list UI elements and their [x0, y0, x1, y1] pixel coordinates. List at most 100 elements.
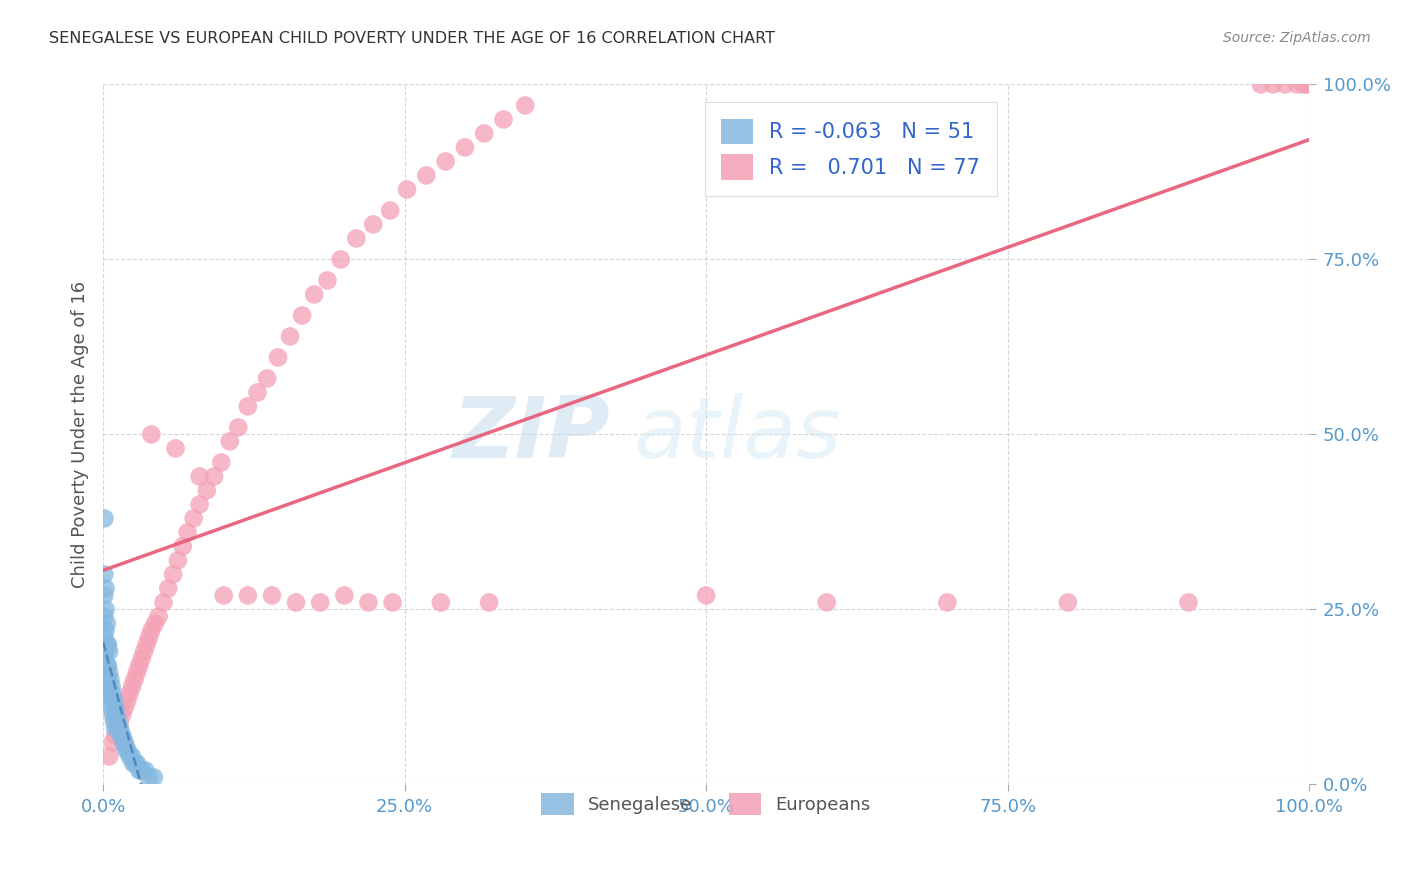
Point: [94, 624, 117, 638]
Point: [212, 589, 235, 603]
Point: [246, 385, 269, 400]
Point: [361, 218, 384, 232]
Point: [93, 511, 115, 525]
Point: [492, 112, 515, 127]
Point: [104, 722, 127, 736]
Point: [226, 420, 249, 434]
Point: [93, 567, 115, 582]
Point: [112, 735, 135, 749]
Point: [141, 624, 163, 638]
Point: [111, 707, 134, 722]
Point: [108, 714, 131, 729]
Point: [1295, 78, 1317, 92]
Point: [454, 140, 477, 154]
Point: [125, 665, 148, 680]
Point: [142, 771, 165, 785]
Point: [472, 127, 495, 141]
Point: [1292, 78, 1315, 92]
Point: [128, 764, 150, 778]
Point: [125, 756, 148, 771]
Point: [434, 154, 457, 169]
Point: [695, 589, 717, 603]
Point: [96, 658, 118, 673]
Point: [936, 595, 959, 609]
Point: [124, 673, 146, 687]
Point: [94, 602, 117, 616]
Point: [101, 707, 124, 722]
Point: [1286, 78, 1309, 92]
Point: [93, 589, 115, 603]
Point: [176, 525, 198, 540]
Point: [97, 658, 120, 673]
Point: [101, 735, 124, 749]
Point: [94, 665, 117, 680]
Point: [134, 764, 156, 778]
Point: [333, 589, 356, 603]
Point: [110, 728, 132, 742]
Text: atlas: atlas: [634, 393, 842, 476]
Point: [236, 400, 259, 414]
Point: [316, 273, 339, 287]
Point: [143, 616, 166, 631]
Point: [1298, 78, 1320, 92]
Point: [188, 498, 211, 512]
Point: [96, 673, 118, 687]
Point: [236, 589, 259, 603]
Point: [96, 637, 118, 651]
Point: [94, 644, 117, 658]
Point: [172, 540, 194, 554]
Point: [131, 651, 153, 665]
Text: ZIP: ZIP: [451, 393, 610, 476]
Point: [100, 700, 122, 714]
Text: SENEGALESE VS EUROPEAN CHILD POVERTY UNDER THE AGE OF 16 CORRELATION CHART: SENEGALESE VS EUROPEAN CHILD POVERTY UND…: [49, 31, 775, 46]
Point: [103, 693, 125, 707]
Point: [94, 582, 117, 596]
Point: [114, 735, 136, 749]
Point: [111, 728, 134, 742]
Point: [108, 722, 131, 736]
Point: [202, 469, 225, 483]
Point: [329, 252, 352, 267]
Point: [128, 658, 150, 673]
Point: [478, 595, 501, 609]
Point: [135, 637, 157, 651]
Point: [183, 511, 205, 525]
Point: [105, 707, 128, 722]
Point: [98, 644, 121, 658]
Point: [815, 595, 838, 609]
Point: [278, 329, 301, 343]
Point: [125, 756, 148, 771]
Point: [93, 609, 115, 624]
Point: [267, 351, 290, 365]
Point: [98, 673, 121, 687]
Point: [415, 169, 437, 183]
Point: [309, 595, 332, 609]
Point: [107, 722, 129, 736]
Point: [218, 434, 240, 449]
Point: [103, 714, 125, 729]
Point: [1261, 78, 1284, 92]
Point: [1057, 595, 1080, 609]
Point: [117, 742, 139, 756]
Point: [96, 616, 118, 631]
Point: [121, 680, 143, 694]
Point: [97, 680, 120, 694]
Point: [118, 749, 141, 764]
Point: [117, 693, 139, 707]
Point: [101, 686, 124, 700]
Point: [357, 595, 380, 609]
Point: [122, 756, 145, 771]
Legend: Senegalese, Europeans: Senegalese, Europeans: [533, 784, 880, 824]
Y-axis label: Child Poverty Under the Age of 16: Child Poverty Under the Age of 16: [72, 281, 89, 588]
Point: [118, 686, 141, 700]
Point: [152, 595, 174, 609]
Point: [121, 749, 143, 764]
Point: [515, 98, 537, 112]
Point: [344, 231, 367, 245]
Point: [98, 686, 121, 700]
Point: [1250, 78, 1272, 92]
Point: [285, 595, 308, 609]
Point: [93, 631, 115, 645]
Text: Source: ZipAtlas.com: Source: ZipAtlas.com: [1223, 31, 1371, 45]
Point: [138, 771, 160, 785]
